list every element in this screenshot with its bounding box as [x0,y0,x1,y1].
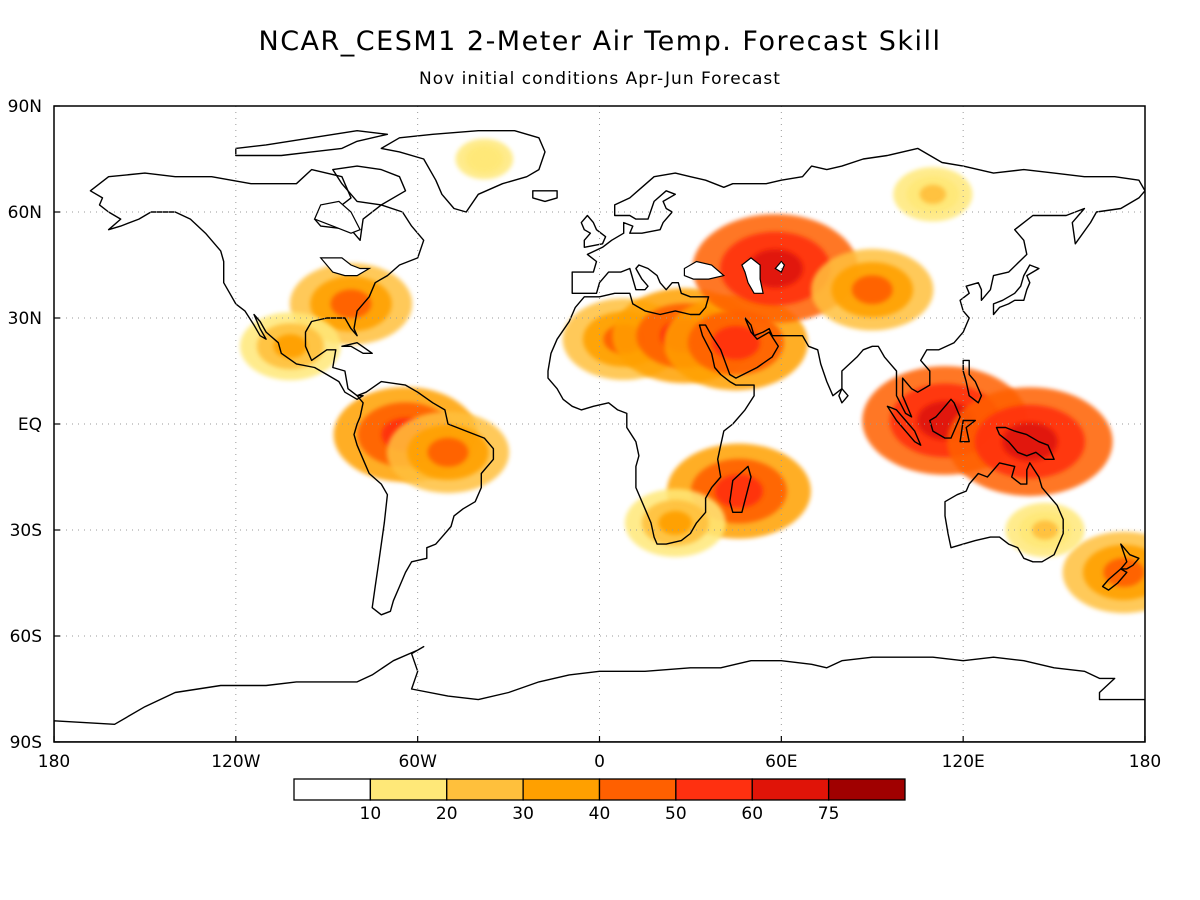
colorbar-label: 40 [589,804,611,824]
coastline-baffin [332,165,407,206]
lon-tick-label: 0 [594,752,605,772]
coastline-new-guinea [995,426,1055,460]
coastline-madagascar [729,465,752,513]
colorbar-swatch [522,778,601,801]
skill-core-east-brazil [427,437,469,467]
colorbar-swatch [446,778,524,801]
coastline-borneo [929,398,961,439]
colorbar-label: 20 [436,804,458,824]
coastline-arctic-islands [235,130,389,157]
coastline-new-zealand-south [1101,568,1128,591]
coastline-hudson-bay [313,200,361,234]
coastline-new-zealand [1120,543,1140,570]
coastline-britain [580,214,607,248]
lon-tick-label: 120E [942,752,985,772]
colorbar-swatch [369,778,448,801]
coastline-australia [944,462,1064,563]
skill-shading-layer [239,138,1145,614]
lat-tick-label: EQ [18,415,42,435]
axis-ticks: 180 120W 60W 0 60E 120E 180 90N 60N 30N EQ 30S 60S 90… [8,97,1162,772]
coastline-philippines [962,359,983,404]
gridlines [54,106,1145,742]
lon-tick-label: 120W [211,752,260,772]
coastline-aral-sea [774,260,786,273]
coastline-south-america [353,380,495,616]
colorbar-swatch [751,778,830,801]
skill-core-central-asia [851,275,893,305]
colorbar-label: 50 [665,804,687,824]
lat-tick-label: 30S [10,521,42,541]
colorbar-swatch [293,778,372,801]
coastline-layer [54,130,1145,742]
skill-core-madagascar [714,474,763,508]
skill-core-greenland [474,151,494,167]
lon-tick-label: 60W [398,752,437,772]
skill-core-new-zealand [1103,558,1145,587]
colorbar-label: 60 [741,804,763,824]
colorbar-swatch [598,778,677,801]
map-subtitle: Nov initial conditions Apr-Jun Forecast [419,69,781,89]
colorbar-label: 75 [818,804,840,824]
colorbar-swatch [675,778,753,801]
coastline-greenland [380,130,546,213]
colorbar-swatch [827,778,906,801]
coastline-caspian-sea [741,257,764,294]
lon-tick-label: 180 [1129,752,1161,772]
coastline-black-sea [683,260,726,280]
coastline-north-america [89,168,425,400]
lat-tick-label: 90S [10,733,42,753]
coastline-japan [992,264,1040,316]
coastline-great-lakes [319,257,372,277]
lat-tick-label: 60N [8,203,42,223]
colorbar-label: 30 [512,804,534,824]
coastline-africa-eurasia [547,147,1145,545]
lon-tick-label: 180 [38,752,70,772]
skill-core-mexico [273,334,308,359]
skill-core-south-africa [658,510,693,535]
lon-tick-label: 60E [765,752,797,772]
lat-tick-label: 60S [10,627,42,647]
skill-core-arabia [711,325,760,360]
lat-tick-label: 90N [8,97,42,117]
coastline-iceland [532,190,558,203]
skill-core-siberia [919,184,947,204]
lat-tick-label: 30N [8,309,42,329]
map-title: NCAR_CESM1 2-Meter Air Temp. Forecast Sk… [258,26,942,57]
colorbar: 10 20 30 40 50 60 75 [293,778,906,824]
colorbar-label: 10 [360,804,382,824]
coastline-cuba [341,342,373,354]
skill-core-east-us [330,289,372,319]
coastline-sumatra [886,405,922,446]
coastline-antarctica [54,645,1145,742]
coastline-sri-lanka [838,388,849,404]
